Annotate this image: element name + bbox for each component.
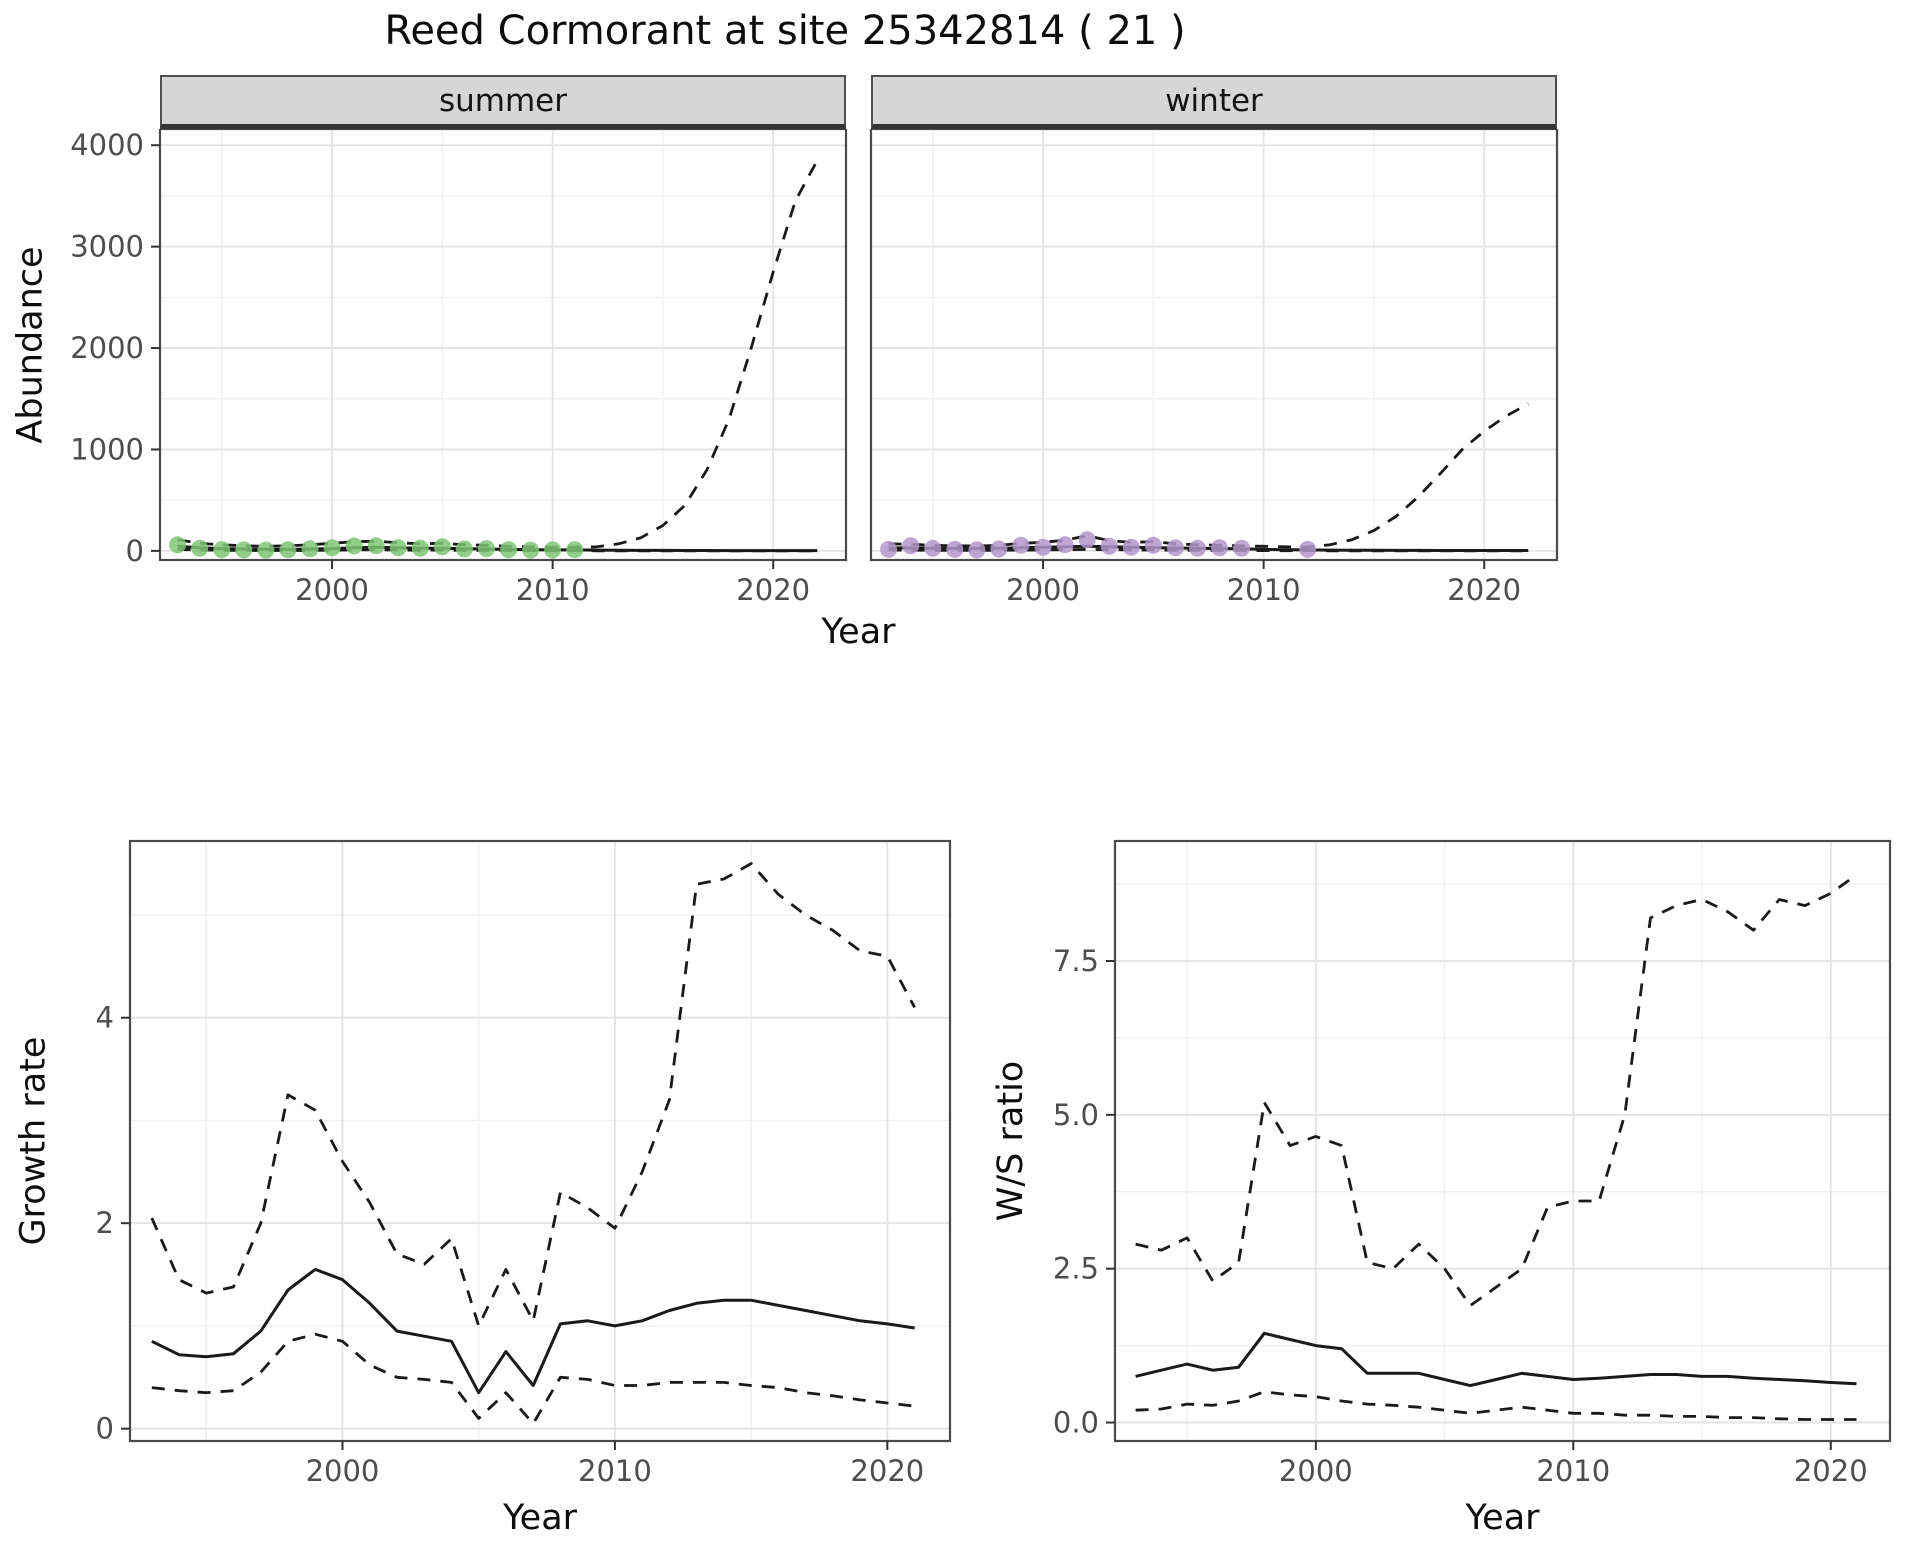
plot-panel: 2000 2010 2020	[869, 129, 1559, 607]
data-point	[1189, 539, 1206, 557]
growth-rate-x-axis-title-text: Year	[502, 1498, 578, 1538]
panel-border	[128, 839, 952, 1443]
data-point	[1056, 536, 1074, 554]
plot-panel: 2000 2010 2020 0 1000 2000 3000 4000	[70, 129, 848, 607]
data-point	[455, 540, 473, 558]
data-point	[990, 540, 1008, 558]
y-tick-label: 7.5	[1053, 944, 1099, 978]
series-ci-lower	[888, 547, 1529, 553]
x-tick-label: 2010	[1536, 1454, 1610, 1488]
panel-border	[1113, 839, 1892, 1443]
series-fit-median	[151, 1267, 915, 1395]
data-point	[323, 539, 341, 557]
ws-ratio-x-axis-title-text: Year	[1465, 1498, 1540, 1538]
facet-strip-summer: summer	[160, 75, 846, 129]
y-tick-label: 4000	[70, 129, 144, 162]
x-tick-label: 2020	[736, 573, 810, 607]
data-point	[1166, 539, 1184, 557]
y-tick-label: 5.0	[1053, 1098, 1099, 1132]
series-ci-upper	[1135, 873, 1858, 1308]
series-ci-upper	[150, 862, 916, 1328]
data-point	[500, 541, 517, 559]
abundance-x-axis-title: Year	[160, 612, 1557, 652]
data-point	[279, 541, 297, 559]
data-point	[566, 541, 584, 559]
ws-ratio-x-axis-title: Year	[1115, 1498, 1890, 1538]
panel-border	[869, 129, 1559, 562]
ws-ratio-plot: 2000 2010 2020 0.0 2.5 5.0 7.5	[1053, 839, 1892, 1488]
x-tick-label: 2000	[1006, 573, 1080, 607]
facet-label-winter: winter	[1165, 82, 1263, 119]
data-point	[169, 536, 187, 554]
y-tick-label: 2.5	[1053, 1252, 1099, 1286]
y-tick-label: 2000	[70, 331, 144, 365]
x-tick-label: 2010	[516, 573, 590, 607]
y-tick-label: 2	[96, 1206, 114, 1240]
data-point	[213, 541, 231, 559]
panel-border	[158, 129, 848, 562]
y-tick-label: 4	[96, 1001, 114, 1035]
x-tick-label: 2000	[306, 1454, 380, 1488]
data-point	[433, 538, 451, 556]
data-point	[367, 537, 385, 555]
growth-rate-plot: 2000 2010 2020 0 2 4	[96, 839, 952, 1488]
plot-panel: 2000 2010 2020 0 2 4	[96, 839, 952, 1488]
y-tick-label: 0	[126, 534, 144, 568]
facet-strip-winter: winter	[871, 75, 1557, 129]
growth-rate-x-axis-title: Year	[130, 1498, 950, 1538]
data-point	[1299, 540, 1317, 558]
series-ci-lower	[177, 548, 818, 553]
data-point	[345, 537, 363, 555]
data-point	[1122, 538, 1140, 556]
data-point	[1144, 536, 1162, 554]
figure-title: Reed Cormorant at site 25342814 ( 21 )	[384, 8, 1186, 54]
data-point	[1100, 537, 1118, 555]
y-tick-label: 3000	[70, 230, 144, 264]
x-tick-label: 2010	[1227, 573, 1301, 607]
data-point	[235, 541, 253, 559]
data-point	[1034, 538, 1052, 556]
data-point	[522, 541, 540, 559]
y-tick-label: 0.0	[1053, 1406, 1099, 1440]
data-point	[544, 541, 562, 559]
data-point	[411, 539, 429, 557]
data-point	[301, 540, 319, 558]
plot-panel: 2000 2010 2020 0.0 2.5 5.0 7.5	[1053, 839, 1892, 1488]
data-point	[1233, 539, 1251, 557]
data-point	[191, 539, 209, 557]
abundance-x-axis-title-text: Year	[821, 612, 896, 652]
series-ci-lower	[151, 1332, 915, 1425]
data-point	[1211, 539, 1228, 557]
data-point	[946, 540, 964, 558]
y-tick-label: 1000	[70, 432, 144, 466]
x-tick-label: 2000	[295, 573, 369, 607]
x-tick-label: 2020	[1794, 1454, 1868, 1488]
x-tick-label: 2010	[578, 1454, 652, 1488]
x-tick-label: 2000	[1279, 1454, 1353, 1488]
data-point	[968, 541, 986, 559]
data-point	[1012, 536, 1030, 554]
series-fit-median	[1135, 1331, 1857, 1388]
facet-label-summer: summer	[438, 82, 567, 119]
y-tick-label: 0	[96, 1412, 114, 1446]
data-point	[880, 540, 898, 558]
series-ci-lower	[1135, 1390, 1857, 1421]
data-point	[257, 541, 275, 559]
data-point	[478, 540, 495, 558]
data-point	[389, 539, 407, 557]
data-point	[902, 537, 920, 555]
data-point	[924, 539, 942, 557]
abundance-plot: 2000 2010 2020 0 1000 2000 3000 4000 2000 2010 202…	[70, 129, 1559, 607]
data-point	[1078, 531, 1096, 549]
x-tick-label: 2020	[850, 1454, 924, 1488]
x-tick-label: 2020	[1447, 573, 1521, 607]
